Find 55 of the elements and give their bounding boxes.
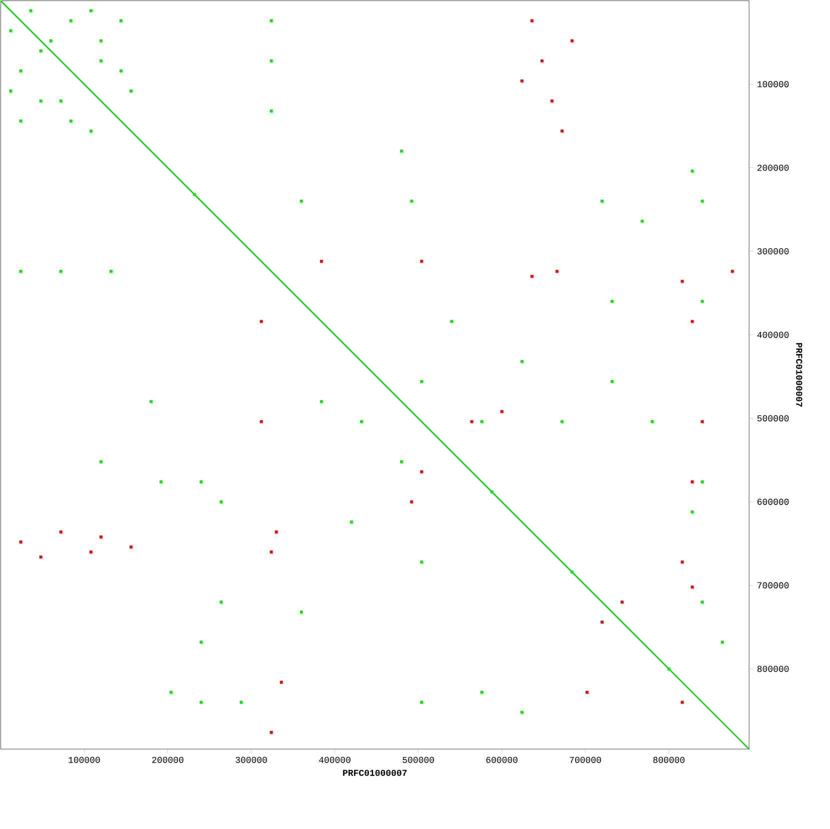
y-tick-label: 700000 xyxy=(758,582,789,588)
point xyxy=(600,620,604,624)
point xyxy=(530,274,534,278)
x-tick-label: 200000 xyxy=(152,756,184,763)
point xyxy=(270,550,273,554)
point xyxy=(530,19,534,22)
y-tick-label: 100000 xyxy=(758,81,789,88)
point xyxy=(520,79,524,82)
y-tick-label: 500000 xyxy=(757,415,789,422)
point xyxy=(730,270,734,273)
point xyxy=(274,530,278,534)
point xyxy=(586,690,589,694)
point xyxy=(320,260,323,263)
x-tick-label: 100000 xyxy=(68,756,100,763)
x-axis-title: PRFC01000007 xyxy=(343,770,407,776)
point xyxy=(280,680,283,684)
point xyxy=(59,530,62,534)
point xyxy=(680,560,684,564)
point xyxy=(260,420,263,424)
point xyxy=(19,540,22,544)
x-tick-label: 500000 xyxy=(402,756,434,763)
y-tick-label: 800000 xyxy=(757,666,789,672)
x-tick-label: 300000 xyxy=(236,756,267,763)
point xyxy=(560,129,564,132)
y-tick-label: 300000 xyxy=(757,248,789,254)
point xyxy=(680,280,684,283)
x-tick-label: 600000 xyxy=(486,756,518,763)
point xyxy=(89,550,92,554)
point xyxy=(39,555,42,558)
point xyxy=(620,600,624,604)
point xyxy=(260,320,263,323)
y-tick-label: 600000 xyxy=(758,498,789,505)
x-tick-label: 800000 xyxy=(653,756,685,763)
point xyxy=(690,480,694,484)
point xyxy=(700,420,704,424)
point xyxy=(130,545,132,548)
point xyxy=(270,730,273,734)
y-tick-label: 400000 xyxy=(757,332,789,338)
x-tick-label: 400000 xyxy=(319,756,350,763)
point xyxy=(420,260,424,263)
point xyxy=(99,535,102,538)
y-axis-title: PRFC01000007 xyxy=(796,343,802,407)
point xyxy=(690,586,694,589)
point xyxy=(680,700,684,704)
point xyxy=(540,59,544,62)
point xyxy=(410,500,414,504)
point xyxy=(550,99,554,102)
point xyxy=(690,320,694,323)
point xyxy=(570,39,574,42)
x-tick-label: 700000 xyxy=(570,756,601,763)
point xyxy=(420,470,424,474)
point xyxy=(500,410,504,414)
point xyxy=(470,420,474,424)
point xyxy=(555,270,558,273)
y-tick-label: 200000 xyxy=(757,164,789,171)
